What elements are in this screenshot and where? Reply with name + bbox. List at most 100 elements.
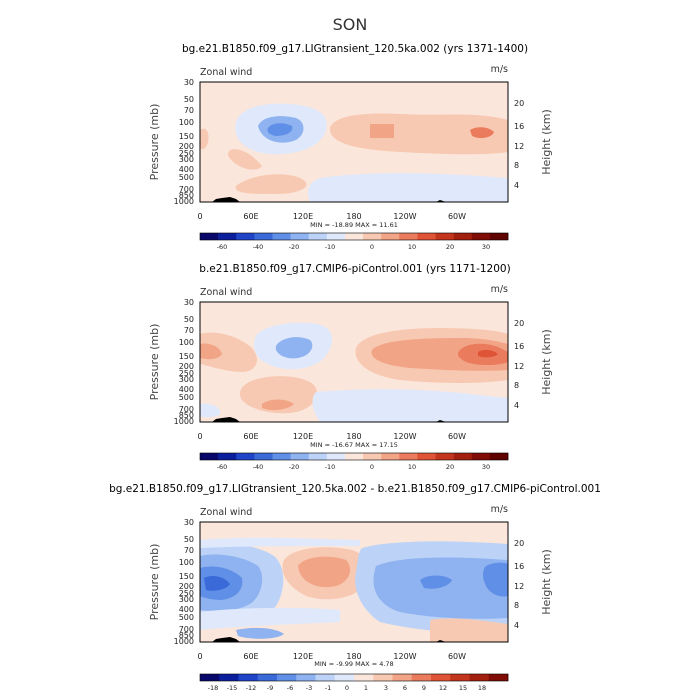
panel-3-cb-label-14: 15 — [459, 684, 467, 692]
panel-3-cb-label-9: 1 — [364, 684, 368, 692]
panel-3-xtick-120e: 120E — [293, 652, 313, 661]
panel-2-ytick-200: 200 — [179, 362, 194, 371]
panel-2-variable-label: Zonal wind — [200, 287, 252, 298]
panel-3-colorbar-cell — [392, 674, 413, 681]
panel-2-colorbar-cell — [471, 453, 491, 460]
panel-1-ytick-400: 400 — [179, 165, 194, 174]
panel-1-y2tick-4: 4 — [514, 181, 519, 190]
panel-3-y2tick-20: 20 — [514, 539, 524, 548]
panel-3-y2tick-16: 16 — [514, 562, 524, 571]
panel-1-ytick-70: 70 — [184, 106, 194, 115]
panel-3-cb-label-5: -6 — [287, 684, 293, 692]
panel-2-ytick-500: 500 — [179, 393, 194, 402]
panel-1-units-label: m/s — [491, 64, 508, 75]
panel-1-ytick-200: 200 — [179, 142, 194, 151]
panel-1-colorbar-cell — [399, 233, 418, 240]
panel-1-colorbar-cell — [200, 233, 219, 240]
panel-1-colorbar-cell — [308, 233, 328, 240]
panel-2-colorbar-cell — [435, 453, 454, 460]
panel-2-cb-label-5: 0 — [370, 463, 374, 471]
panel-3-colorbar-cell — [219, 674, 239, 681]
panel-2-blue-core — [275, 337, 313, 359]
panel-3-colorbar-frame — [199, 673, 509, 682]
panel-1-colorbar-cell — [363, 233, 382, 240]
panel-2-colorbar-cell — [254, 453, 273, 460]
panel-1-colorbar-cell — [417, 233, 436, 240]
panel-2-red-lower-core — [262, 399, 294, 411]
panel-2-red-core-right-inner — [478, 349, 498, 358]
panel-1-cb-label-5: 0 — [370, 243, 374, 251]
panel-2-colorbar-cell — [381, 453, 400, 460]
panel-1-ytick-250: 250 — [179, 149, 194, 158]
panel-3-colorbar-cell — [431, 674, 451, 681]
panel-3-y2label: Height (km) — [540, 549, 553, 615]
panel-1-red-lower-center — [235, 174, 307, 194]
panel-2-y2tick-20: 20 — [514, 319, 524, 328]
panel-2-ytick-70: 70 — [184, 326, 194, 335]
panel-1-title: bg.e21.B1850.f09_g17.LIGtransient_120.5k… — [182, 43, 528, 55]
panel-1-colorbar-cell — [290, 233, 310, 240]
panel-1-y-axis: 30 50 70 100 150 200 250 300 400 500 700… — [148, 78, 194, 206]
panel-3-colorbar-cell — [200, 674, 220, 681]
panel-3-colorbar-cell — [257, 674, 278, 681]
panel-3-y2tick-4: 4 — [514, 621, 519, 630]
panel-1-ytick-850: 850 — [179, 191, 194, 200]
panel-2-ytick-50: 50 — [184, 315, 194, 324]
panel-1-red-left-strip — [200, 128, 209, 150]
panel-2-cb-label-3: -20 — [289, 463, 300, 471]
panel-1-y2tick-8: 8 — [514, 161, 519, 170]
panel-2-y-axis: 30 50 70 100 150 200 250 300 400 500 700… — [148, 298, 194, 426]
panel-2-colorbar-cell — [236, 453, 255, 460]
panel-2-y2-axis: 20 16 12 8 4 Height (km) — [514, 319, 553, 410]
panel-2-blue-lower-band — [312, 389, 508, 422]
panel-2-cb-label-1: -60 — [217, 463, 228, 471]
panel-3-red-lower-right — [430, 618, 508, 642]
panel-1-stats: MIN = -18.89 MAX = 11.61 — [310, 221, 398, 229]
panel-2-ytick-700: 700 — [179, 405, 194, 414]
panel-1-xtick-120e: 120E — [293, 212, 313, 221]
panel-1-colorbar: -60 -40 -20 -10 0 10 20 30 — [199, 232, 509, 251]
panel-3-colorbar-cell — [315, 674, 336, 681]
panel-2-ytick-150: 150 — [179, 352, 194, 361]
panel-3-title: bg.e21.B1850.f09_g17.LIGtransient_120.5k… — [109, 483, 601, 495]
panel-1-ytick-100: 100 — [179, 118, 194, 127]
panel-1-ytick-700: 700 — [179, 185, 194, 194]
panel-3-cb-label-13: 12 — [439, 684, 447, 692]
panel-1-cb-label-6: 10 — [408, 243, 416, 251]
panel-1-ytick-150: 150 — [179, 132, 194, 141]
panel-1-colorbar-cell — [218, 233, 237, 240]
panel-3-ytick-50: 50 — [184, 535, 194, 544]
panel-2-y2tick-4: 4 — [514, 401, 519, 410]
panel-2-cb-label-2: -40 — [253, 463, 264, 471]
panel-3-stats: MIN = -9.99 MAX = 4.78 — [314, 660, 393, 668]
panel-2-xtick-180: 180 — [346, 432, 361, 441]
panel-2-xtick-120w: 120W — [393, 432, 416, 441]
panel-3-xtick-60w: 60W — [448, 652, 466, 661]
panel-1-ytick-50: 50 — [184, 95, 194, 104]
panel-1-ylabel: Pressure (mb) — [148, 104, 161, 181]
panel-1-colorbar-cell — [453, 233, 473, 240]
panel-3-frame — [199, 521, 509, 643]
panel-2-ytick-100: 100 — [179, 338, 194, 347]
panel-3-ytick-100: 100 — [179, 558, 194, 567]
panel-2-x-axis: 0 60E 120E 180 120W 60W MIN = -16.67 MAX… — [197, 432, 466, 449]
panel-1-ytick-1000: 1000 — [174, 197, 194, 206]
panel-1-y2label: Height (km) — [540, 109, 553, 175]
panel-1-red-band-upper — [329, 113, 508, 155]
panel-2-y2tick-16: 16 — [514, 342, 524, 351]
panel-1-y2tick-12: 12 — [514, 142, 524, 151]
panel-3-colorbar-cell — [296, 674, 316, 681]
panel-3-red-center-core — [298, 556, 351, 588]
panel-3-colorbar-cell — [334, 674, 355, 681]
panel-3-colorbar-cells — [199, 673, 509, 682]
panel-2-colorbar-cell — [417, 453, 436, 460]
panel-3-colorbar: -18 -15 -12 -9 -6 -3 -1 0 1 3 6 9 12 15 … — [199, 673, 509, 692]
panel-3-blue-top-band — [200, 537, 360, 548]
panel-3-cb-label-12: 9 — [422, 684, 426, 692]
panel-3-cb-label-7: -1 — [325, 684, 331, 692]
panel-3-cb-label-11: 6 — [403, 684, 407, 692]
panel-1-xtick-0: 0 — [197, 212, 202, 221]
panel-2-y2label: Height (km) — [540, 329, 553, 395]
panel-3-ytick-70: 70 — [184, 546, 194, 555]
panel-1-ytick-300: 300 — [179, 155, 194, 164]
